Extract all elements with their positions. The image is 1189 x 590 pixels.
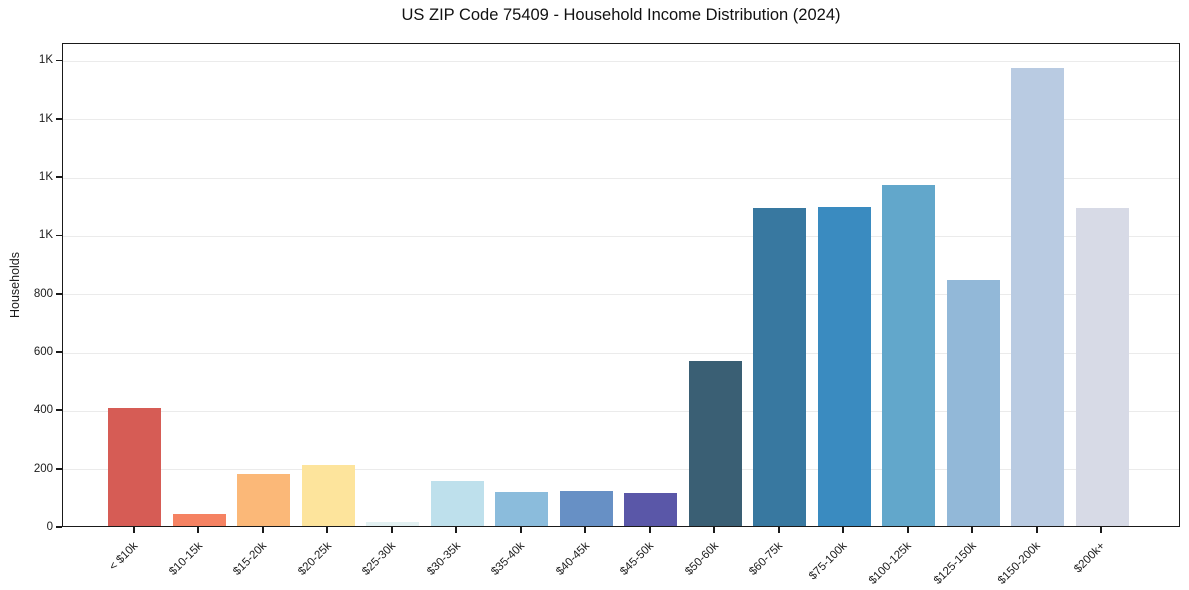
gridline-1400 — [63, 119, 1179, 121]
bar-40-45k — [559, 491, 613, 526]
x-tick-label-text: $60-75k — [747, 540, 786, 578]
y-tick-mark-1600 — [56, 59, 62, 62]
x-tick-label-text: $40-45k — [553, 540, 592, 578]
bar-30-35k — [430, 480, 484, 526]
y-tick-mark-200 — [56, 467, 62, 470]
x-tick-label-text: $125-150k — [931, 540, 979, 587]
bar-25-30k — [366, 521, 420, 526]
y-tick-label-0: 0 — [46, 521, 53, 533]
x-tick-mark-25-30k — [390, 527, 393, 533]
x-tick-mark-125-150k — [971, 527, 974, 533]
bar-15-20k — [237, 473, 291, 526]
x-tick-mark-20-25k — [326, 527, 329, 533]
y-tick-mark-800 — [56, 292, 62, 295]
x-tick-mark-15-20k — [261, 527, 264, 533]
bar-10k — [108, 407, 162, 526]
y-tick-mark-1000 — [56, 234, 62, 237]
bar-150-200k — [1011, 68, 1065, 526]
x-tick-label-text: $75-100k — [807, 540, 850, 583]
bar-75-100k — [817, 206, 871, 526]
y-tick-label-800: 800 — [33, 287, 53, 300]
gridline-400 — [63, 410, 1179, 412]
x-tick-label-text: $10-15k — [166, 540, 205, 578]
x-tick-label-text: $15-20k — [231, 540, 270, 578]
y-tick-mark-400 — [56, 409, 62, 412]
gridline-800 — [63, 294, 1179, 296]
x-tick-mark-40-45k — [584, 527, 587, 533]
bar-60-75k — [753, 208, 807, 526]
x-tick-label-text: $150-200k — [996, 540, 1044, 587]
y-tick-label-1400: 1K — [38, 112, 53, 125]
x-tick-label-text: $35-40k — [489, 540, 528, 578]
x-tick-mark-35-40k — [519, 527, 522, 533]
chart-title: US ZIP Code 75409 - Household Income Dis… — [401, 6, 841, 24]
y-tick-label-1600: 1K — [38, 54, 53, 67]
bar-100-125k — [882, 184, 936, 526]
y-tick-label-1000: 1K — [38, 229, 53, 242]
y-tick-label-400: 400 — [33, 404, 53, 417]
bar-200k — [1075, 208, 1129, 526]
gridline-600 — [63, 352, 1179, 354]
x-tick-mark-30-35k — [455, 527, 458, 533]
y-tick-label-200: 200 — [33, 462, 53, 475]
x-tick-label-text: $200k+ — [1072, 540, 1108, 576]
bar-45-50k — [624, 493, 678, 526]
x-tick-mark-50-60k — [713, 527, 716, 533]
x-tick-mark-150-200k — [1035, 527, 1038, 533]
x-tick-label-text: $45-50k — [618, 540, 657, 578]
bar-35-40k — [495, 492, 549, 526]
bar-20-25k — [301, 464, 355, 526]
bar-50-60k — [688, 361, 742, 526]
x-tick-label-text: $25-30k — [360, 540, 399, 578]
x-tick-label-text: < $10k — [107, 540, 141, 574]
y-tick-mark-600 — [56, 351, 62, 353]
x-tick-label-text: $30-35k — [424, 540, 463, 578]
y-tick-mark-1400 — [56, 117, 62, 120]
gridline-200 — [63, 469, 1179, 471]
bar-10-15k — [172, 514, 226, 526]
gridline-1000 — [63, 235, 1179, 237]
gridline-1200 — [63, 177, 1179, 179]
gridline-1600 — [63, 60, 1179, 62]
x-tick-mark-10-15k — [197, 527, 200, 533]
x-tick-label-text: $100-125k — [867, 540, 915, 587]
x-tick-mark-200k — [1100, 527, 1103, 533]
y-axis-title: Households — [8, 251, 22, 319]
x-tick-mark-45-50k — [648, 527, 651, 533]
x-tick-label-text: $50-60k — [682, 540, 721, 578]
plot-area — [62, 43, 1180, 527]
y-tick-label-1200: 1K — [38, 171, 53, 184]
x-tick-mark-10k — [132, 527, 135, 533]
x-tick-label-text: $20-25k — [295, 540, 334, 578]
x-tick-mark-75-100k — [842, 527, 845, 533]
y-tick-mark-0 — [56, 526, 62, 528]
y-tick-label-600: 600 — [33, 346, 53, 359]
x-tick-mark-100-125k — [906, 527, 909, 533]
x-tick-mark-60-75k — [777, 527, 780, 533]
bar-125-150k — [946, 279, 1000, 526]
y-tick-mark-1200 — [56, 176, 62, 179]
